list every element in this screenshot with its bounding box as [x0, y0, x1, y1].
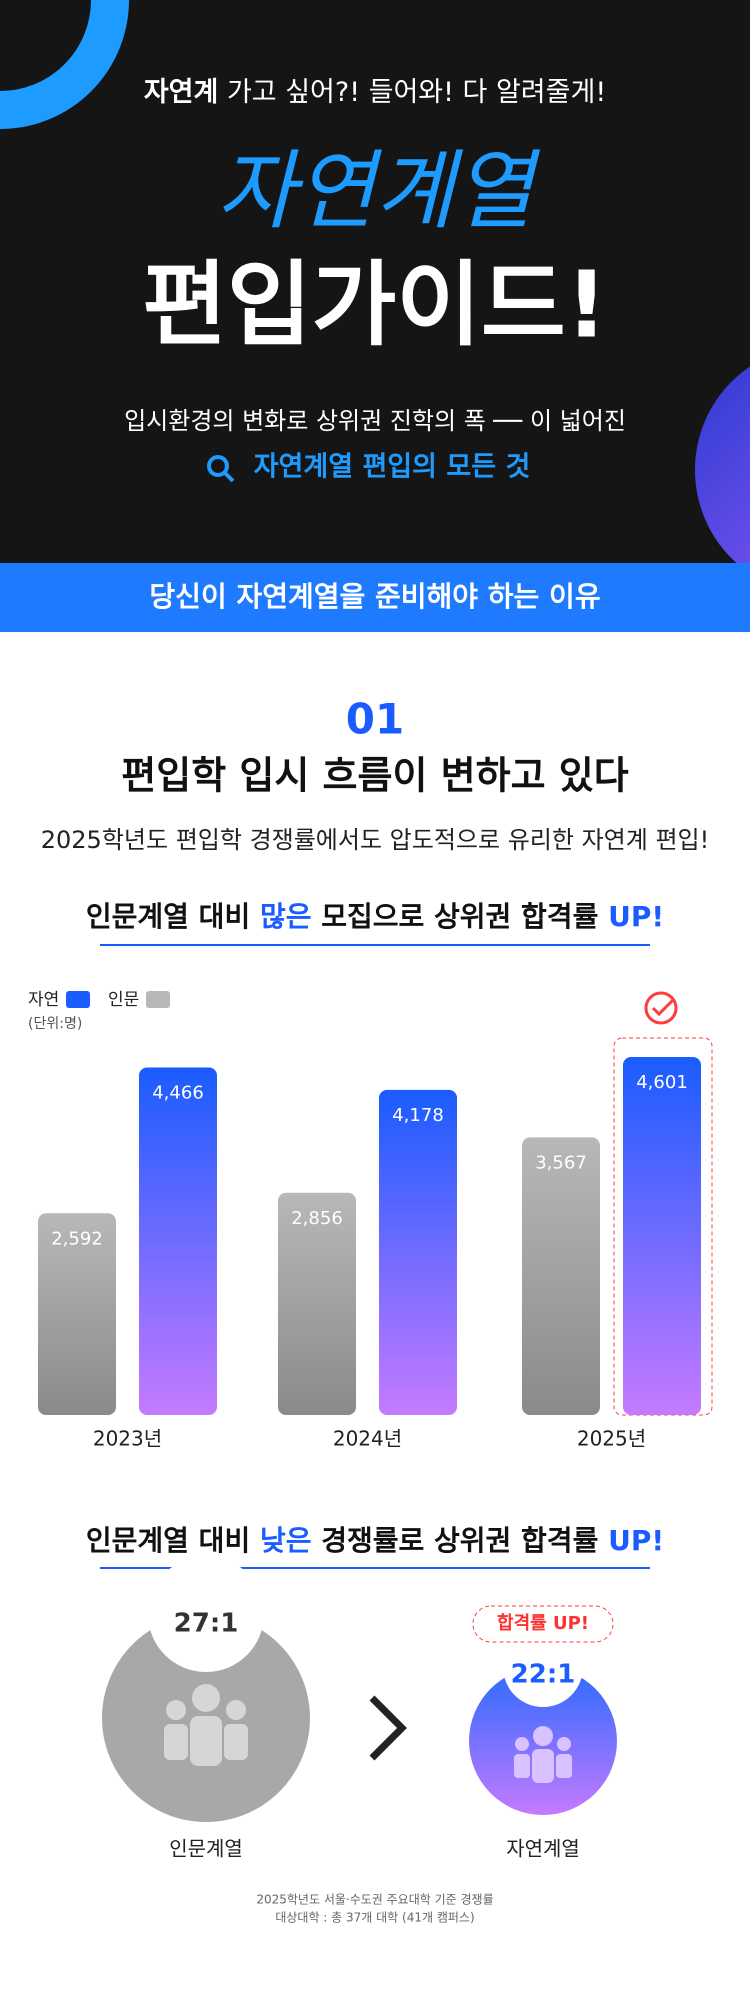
heading-part: 낮은 — [260, 1524, 312, 1557]
legend-swatch — [146, 991, 170, 1008]
ratio: 22:1 — [511, 1660, 576, 1690]
compare-label: 자연계열 — [506, 1837, 580, 1861]
section-subtitle: 2025학년도 편입학 경쟁률에서도 압도적으로 유리한 자연계 편입! — [41, 826, 709, 854]
unit: (단위:명) — [28, 1016, 82, 1032]
compare-arrow — [369, 1695, 407, 1761]
header-bg — [0, 0, 750, 563]
intro-bold: 자연계 — [144, 77, 219, 108]
heading-part: 모집으로 상위권 합격률 — [311, 900, 608, 933]
check-icon — [644, 991, 678, 1025]
x-tick-label: 2024년 — [333, 1427, 402, 1451]
people-icon — [164, 1684, 248, 1766]
heading-part: 인문계열 대비 — [86, 900, 260, 933]
check-icon — [651, 998, 675, 1017]
section-title: 편입학 입시 흐름이 변하고 있다 — [121, 754, 628, 798]
chart-heading: 인문계열 대비 많은 모집으로 상위권 합격률 UP! — [86, 900, 664, 933]
ratio-bite — [148, 1556, 264, 1672]
badge-text: 합격률 UP! — [497, 1612, 589, 1634]
x-tick-label: 2023년 — [93, 1427, 162, 1451]
value-label: 3,567 — [535, 1152, 587, 1173]
compare-label: 인문계열 — [169, 1837, 243, 1861]
section-number: 01 — [346, 695, 404, 744]
value-label: 4,601 — [636, 1072, 688, 1093]
bar — [623, 1056, 701, 1415]
bar — [38, 1213, 116, 1415]
bar — [139, 1067, 217, 1415]
title-main: 편입가이드! — [142, 251, 607, 358]
ratio-bite — [503, 1627, 583, 1707]
heading-part: UP! — [608, 1524, 664, 1557]
intro-rest: 가고 싶어?! 들어와! 다 알려줄게! — [218, 77, 606, 108]
title-script: 자연계열 — [217, 141, 540, 241]
search-icon — [207, 455, 229, 477]
heading-part: 많은 — [260, 900, 312, 933]
heading-part: UP! — [608, 900, 664, 933]
search-icon — [223, 471, 235, 483]
desc: 입시환경의 변화로 상위권 진학의 폭 ── 이 넓어진 — [124, 407, 626, 435]
highlight-box — [613, 1037, 713, 1416]
ratio: 27:1 — [174, 1609, 239, 1639]
badge — [472, 1605, 614, 1643]
value-label: 2,856 — [291, 1208, 343, 1229]
decor-blob — [695, 366, 750, 574]
bar — [278, 1192, 356, 1415]
bar — [522, 1137, 600, 1415]
footnote: 대상대학 : 총 37개 대학 (41개 캠퍼스) — [275, 1911, 474, 1925]
legend-swatch — [66, 991, 90, 1008]
bar-chart: 자연 인문 2,592 4,466 2023년 2,856 4,178 2024년 3,567 4… — [28, 990, 701, 1451]
band-bg — [0, 563, 750, 632]
compare-heading: 인문계열 대비 낮은 경쟁률로 상위권 합격률 UP! — [86, 1524, 664, 1557]
legend-label: 자연 — [28, 990, 59, 1010]
value-label: 4,178 — [392, 1105, 444, 1126]
heading-part: 인문계열 대비 — [86, 1524, 260, 1557]
bar — [379, 1089, 457, 1415]
search-text: 자연계열 편입의 모든 것 — [254, 452, 531, 483]
band-text: 당신이 자연계열을 준비해야 하는 이유 — [149, 580, 600, 613]
x-tick-label: 2025년 — [577, 1427, 646, 1451]
people-icon — [514, 1726, 572, 1783]
intro: 자연계 가고 싶어?! 들어와! 다 알려줄게! — [144, 77, 606, 108]
footnote: 2025학년도 서울·수도권 주요대학 기준 경쟁률 — [256, 1893, 493, 1907]
legend-label: 인문 — [108, 990, 139, 1010]
heading-part: 경쟁률로 상위권 합격률 — [311, 1524, 608, 1557]
value-label: 4,466 — [152, 1082, 204, 1103]
value-label: 2,592 — [51, 1228, 103, 1249]
